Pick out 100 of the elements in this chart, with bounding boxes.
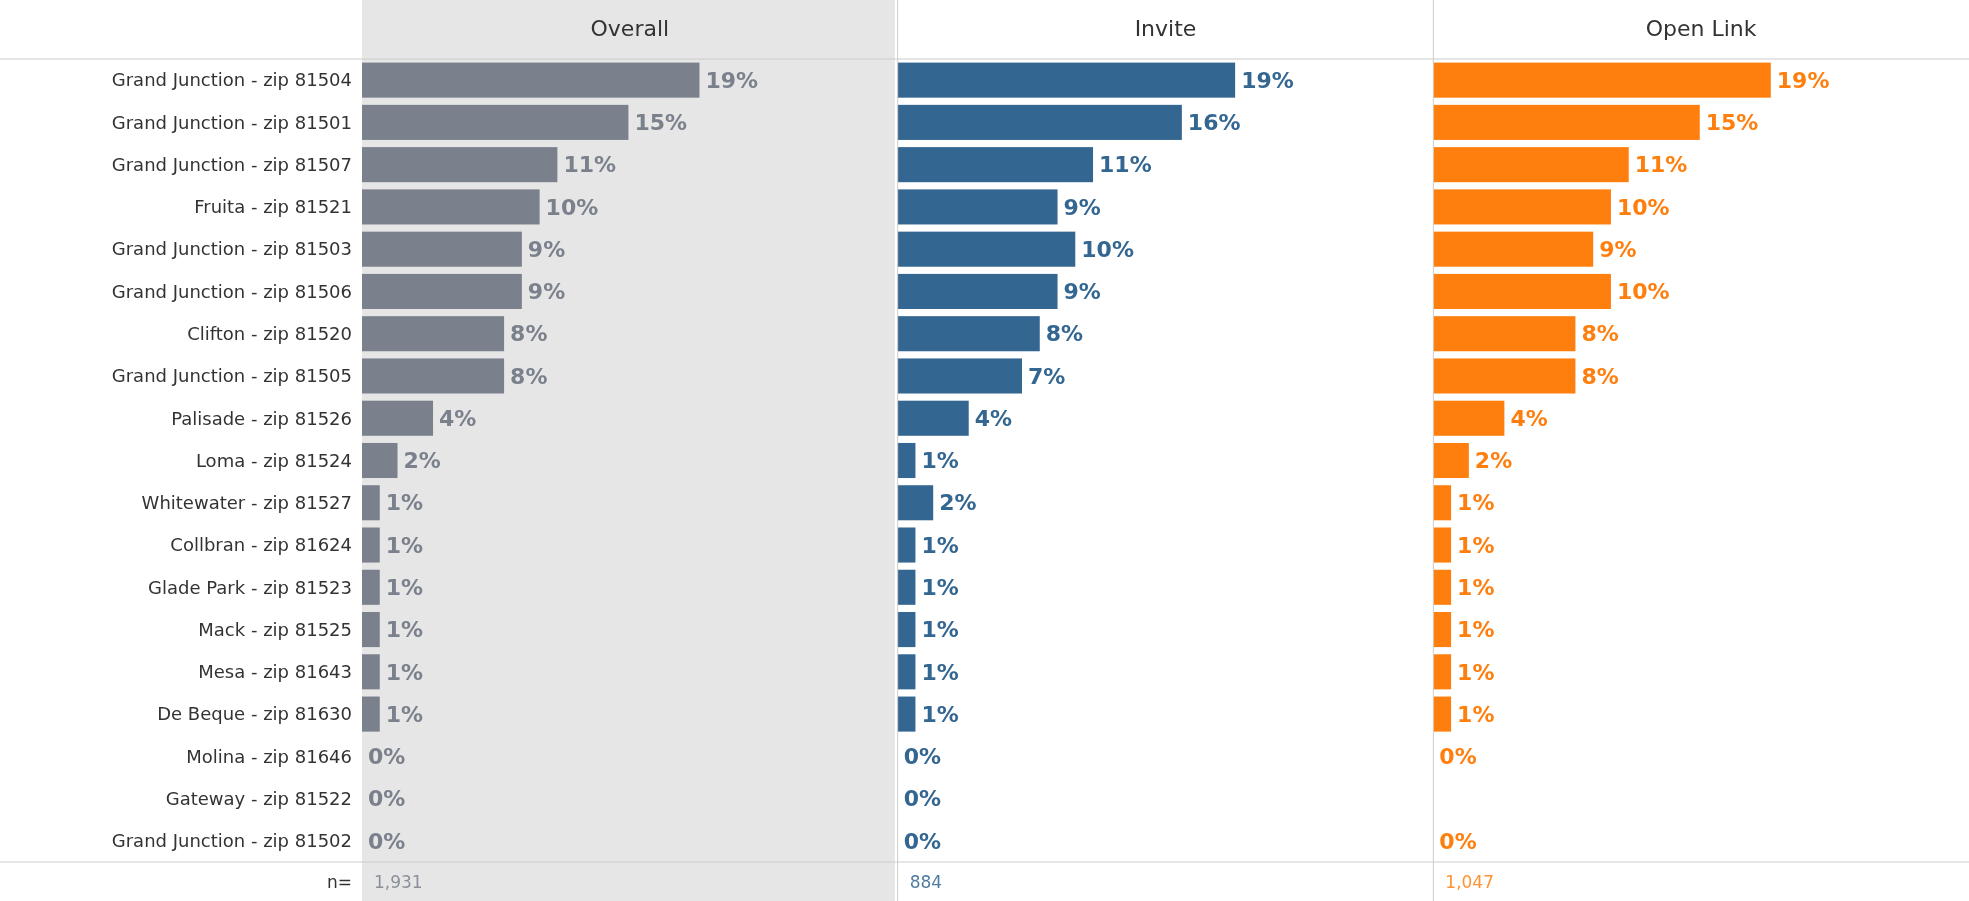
chart-title: Invite [1134, 16, 1197, 41]
data-label: 4% [439, 405, 477, 431]
y-tick-label: Fruita - zip 81521 [194, 196, 352, 218]
y-tick-label: Grand Junction - zip 81505 [111, 365, 352, 387]
data-label: 2% [1474, 448, 1513, 474]
bar [897, 442, 916, 479]
data-label: 1% [1457, 617, 1495, 643]
bar [362, 273, 522, 309]
data-label: 1% [921, 532, 959, 558]
data-label: 9% [1063, 279, 1101, 305]
data-label: 1% [1457, 532, 1495, 558]
bar [1433, 147, 1629, 183]
text: 884 [909, 872, 943, 892]
bar [1433, 104, 1700, 140]
bar [1433, 612, 1452, 648]
data-label: 0% [368, 786, 406, 812]
data-label: 15% [634, 110, 688, 136]
y-tick-label: Mack - zip 81525 [198, 618, 352, 640]
data-label: 11% [563, 152, 617, 178]
data-label: 1% [1457, 701, 1495, 727]
y-tick-label: Grand Junction - zip 81507 [111, 153, 352, 175]
bar [362, 62, 700, 98]
bar [362, 527, 380, 563]
bar [897, 569, 916, 605]
bar [1433, 485, 1452, 521]
data-label: 0% [903, 744, 942, 770]
text: 1,931 [374, 872, 423, 892]
data-label: 1% [921, 574, 959, 600]
chart-title: Open Link [1645, 16, 1757, 41]
bar [1433, 62, 1771, 98]
y-tick-label: Whitewater - zip 81527 [141, 492, 352, 514]
bar [897, 273, 1058, 309]
bar [362, 654, 380, 690]
data-label: 2% [939, 490, 977, 516]
data-label: 8% [1581, 321, 1619, 347]
data-label: 9% [1063, 194, 1101, 220]
data-label: 1% [385, 532, 424, 558]
data-label: 15% [1705, 110, 1759, 136]
data-label: 1% [385, 574, 424, 600]
data-label: 1% [385, 617, 424, 643]
data-label: 11% [1099, 152, 1152, 178]
data-label: 4% [974, 405, 1013, 431]
data-label: 1% [921, 659, 959, 685]
y-tick-label: Collbran - zip 81624 [170, 534, 352, 556]
bar [362, 696, 380, 732]
bar [1433, 189, 1611, 225]
bar [1433, 654, 1452, 690]
y-tick-label: Gateway - zip 81522 [165, 787, 352, 809]
bar [897, 654, 916, 690]
data-label: 19% [1241, 67, 1294, 93]
data-label: 16% [1187, 110, 1241, 136]
data-label: 1% [921, 617, 959, 643]
data-label: 1% [385, 701, 424, 727]
y-tick-label: Loma - zip 81524 [195, 449, 352, 471]
bar [897, 400, 969, 436]
bar [897, 62, 1236, 98]
bar [362, 189, 540, 225]
bar [897, 147, 1094, 183]
y-tick-label: Grand Junction - zip 81503 [111, 238, 352, 260]
y-tick-label: Grand Junction - zip 81504 [111, 69, 352, 91]
data-label: 2% [403, 448, 441, 474]
bar [1433, 400, 1505, 436]
bar [897, 358, 1022, 394]
data-label: 11% [1634, 152, 1688, 178]
bar [1433, 696, 1452, 732]
bar [362, 400, 434, 436]
bar [1433, 527, 1452, 563]
data-label: 0% [1439, 744, 1477, 770]
bar [362, 147, 558, 183]
bar [362, 612, 380, 648]
data-label: 10% [1081, 236, 1134, 262]
data-label: 19% [1776, 67, 1830, 93]
y-tick-label: Molina - zip 81646 [186, 745, 352, 767]
data-label: 0% [368, 744, 406, 770]
bar [897, 612, 916, 648]
data-label: 8% [510, 321, 548, 347]
bar [1433, 231, 1594, 267]
data-label: 19% [705, 67, 759, 93]
bar [362, 569, 380, 605]
text: 1,047 [1445, 872, 1495, 892]
data-label: 10% [1616, 279, 1670, 305]
bar [897, 696, 916, 732]
chart-title: Overall [590, 16, 670, 41]
data-label: 8% [510, 363, 548, 389]
y-tick-label: De Beque - zip 81630 [157, 703, 352, 725]
data-label: 1% [1457, 659, 1495, 685]
bar [897, 104, 1182, 140]
y-tick-label: Mesa - zip 81643 [198, 661, 352, 683]
data-label: 8% [1045, 321, 1084, 347]
bar [362, 358, 505, 394]
data-label: 1% [921, 701, 959, 727]
data-label: 1% [1457, 574, 1495, 600]
y-tick-label: Grand Junction - zip 81506 [111, 280, 352, 302]
data-label: 7% [1028, 363, 1066, 389]
y-tick-label: Palisade - zip 81526 [171, 407, 352, 429]
bar [897, 231, 1076, 267]
data-label: 0% [903, 828, 942, 854]
bar [1433, 442, 1469, 479]
data-label: 10% [545, 194, 599, 220]
bar [1433, 358, 1576, 394]
